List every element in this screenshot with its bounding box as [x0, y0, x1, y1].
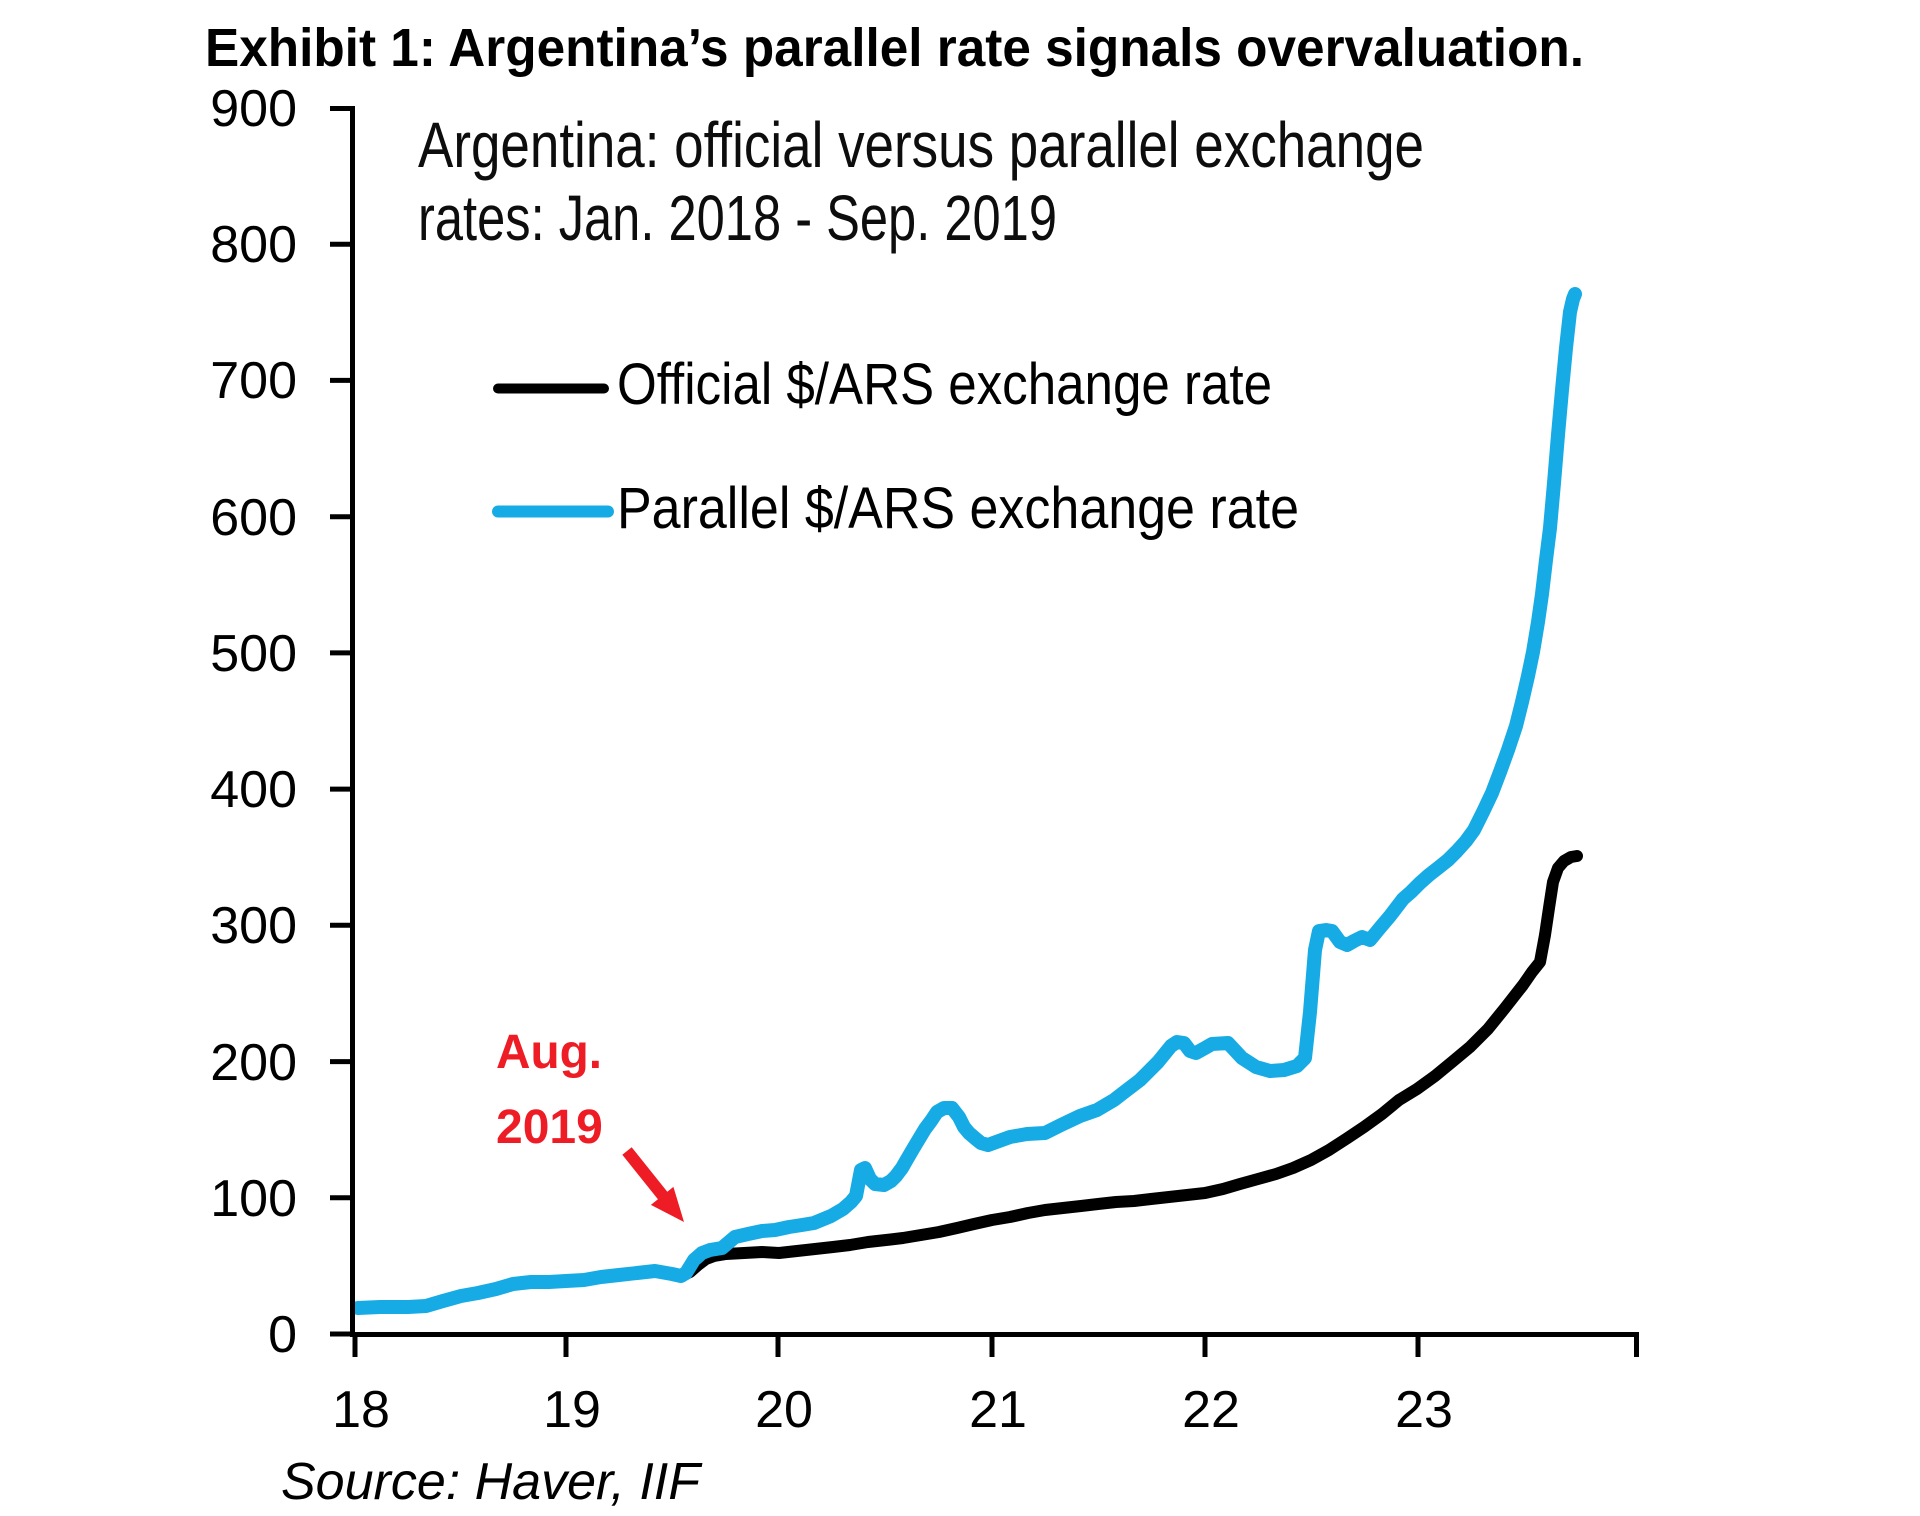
svg-text:2019: 2019 [496, 1101, 603, 1154]
svg-text:Exhibit 1: Argentina’s paralle: Exhibit 1: Argentina’s parallel rate sig… [205, 18, 1584, 78]
svg-text:20: 20 [755, 1381, 813, 1439]
svg-text:0: 0 [268, 1306, 297, 1364]
svg-text:Official $/ARS exchange rate: Official $/ARS exchange rate [617, 352, 1272, 417]
svg-text:700: 700 [210, 352, 297, 410]
svg-text:21: 21 [969, 1381, 1027, 1439]
svg-text:Parallel $/ARS exchange rate: Parallel $/ARS exchange rate [617, 476, 1299, 541]
svg-text:500: 500 [210, 625, 297, 683]
svg-text:300: 300 [210, 897, 297, 955]
svg-text:22: 22 [1182, 1381, 1240, 1439]
svg-text:900: 900 [210, 80, 297, 138]
svg-text:18: 18 [332, 1381, 390, 1439]
svg-text:23: 23 [1395, 1381, 1453, 1439]
svg-text:Argentina: official versus par: Argentina: official versus parallel exch… [418, 109, 1424, 181]
svg-text:400: 400 [210, 761, 297, 819]
svg-text:600: 600 [210, 489, 297, 547]
svg-text:Aug.: Aug. [496, 1026, 602, 1079]
svg-text:800: 800 [210, 216, 297, 274]
svg-text:19: 19 [543, 1381, 601, 1439]
svg-text:Source: Haver, IIF: Source: Haver, IIF [281, 1453, 703, 1511]
svg-text:100: 100 [210, 1170, 297, 1228]
svg-text:200: 200 [210, 1034, 297, 1092]
svg-text:rates: Jan. 2018 - Sep. 2019: rates: Jan. 2018 - Sep. 2019 [418, 182, 1057, 254]
